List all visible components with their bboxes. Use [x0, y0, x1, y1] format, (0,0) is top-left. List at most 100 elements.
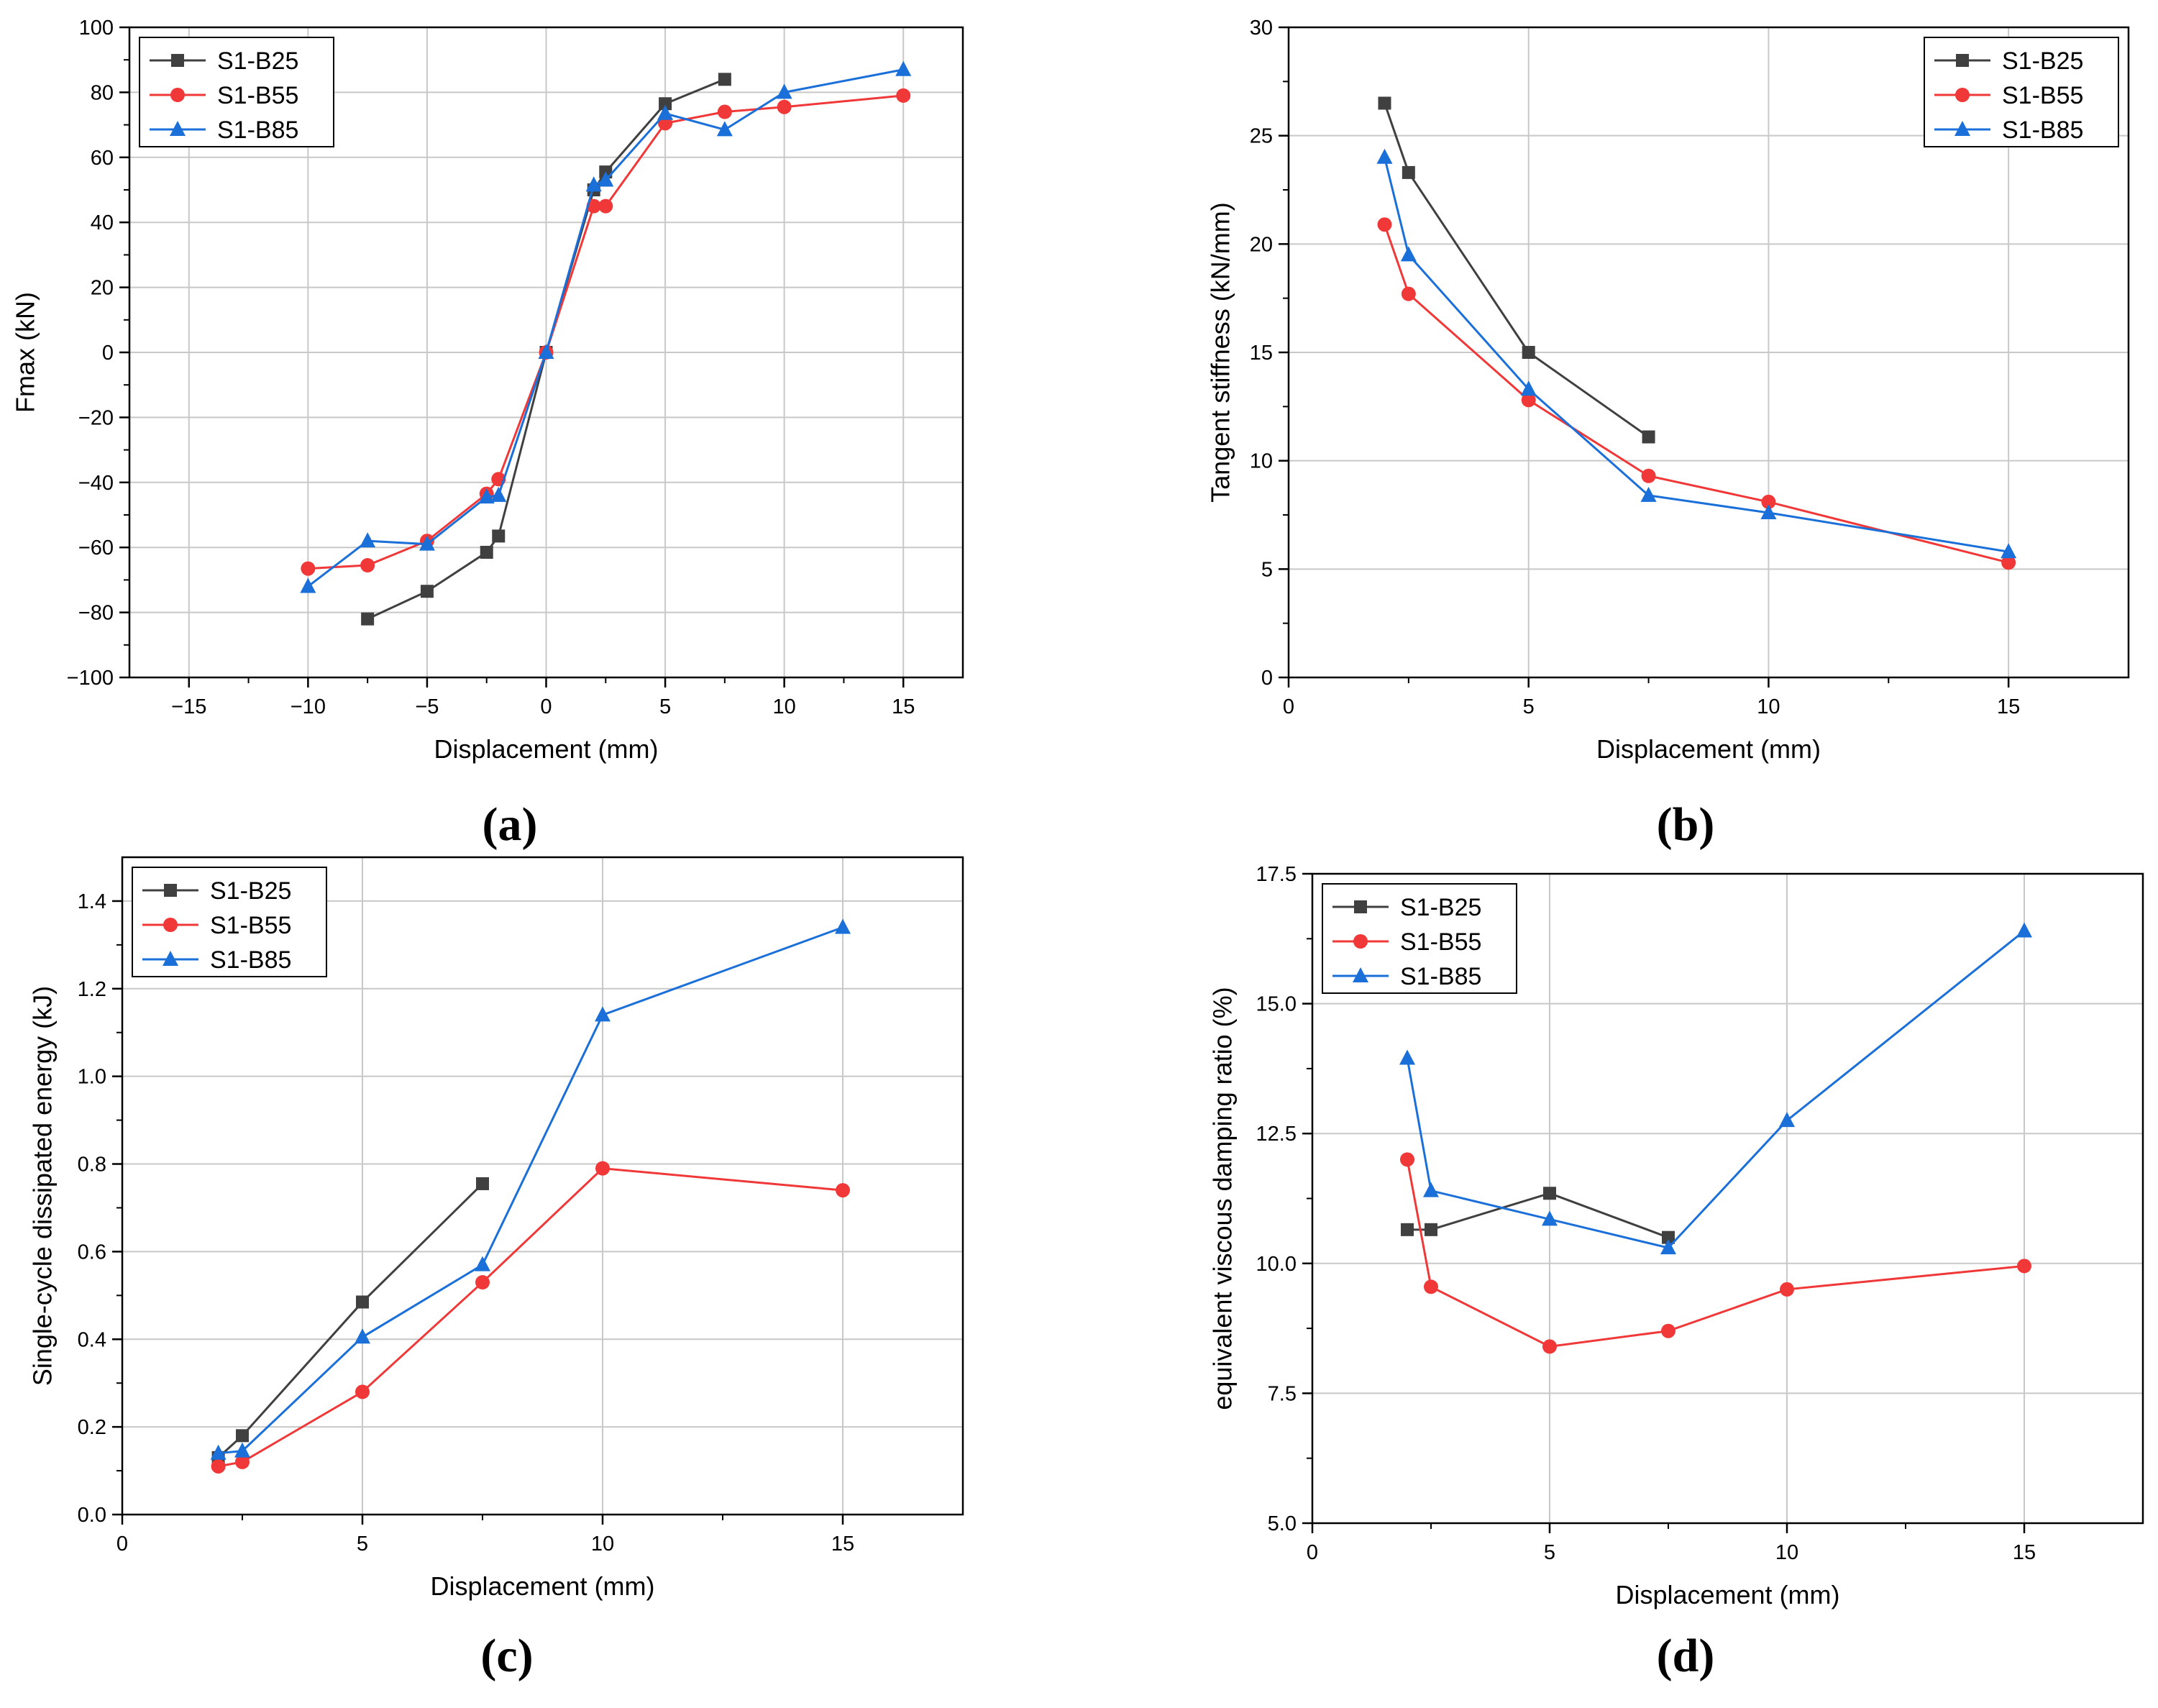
y-tick-label: 15 [1250, 342, 1273, 365]
data-point [1542, 1210, 1558, 1226]
y-tick-label: 1.2 [78, 978, 106, 1001]
data-point [895, 60, 912, 76]
data-point [598, 198, 613, 214]
data-point [2001, 543, 2017, 559]
chart-panel-c: 0 5 10 15 0.0 0.2 0.4 0.6 0.8 1.0 1.2 1.4 Displaceme… [28, 856, 964, 1682]
y-tick-label: 30 [1250, 17, 1273, 40]
legend-marker [170, 121, 186, 136]
y-axis-label: Tangent stiffness (kN/mm) [1206, 202, 1235, 502]
data-point [835, 918, 851, 934]
data-point [1400, 1152, 1414, 1167]
series-line [1384, 102, 1650, 438]
legend-label: S1-B55 [2002, 82, 2083, 109]
series-S1-B85 [210, 918, 851, 1460]
data-point [595, 1006, 611, 1022]
legend-label: S1-B85 [2002, 117, 2083, 144]
data-point [896, 88, 911, 103]
data-point [236, 1429, 249, 1443]
panel-label: (b) [1657, 798, 1715, 851]
data-point [777, 99, 792, 114]
y-tick-label: 12.5 [1256, 1123, 1297, 1146]
legend-label: S1-B85 [210, 946, 291, 974]
legend-marker [1956, 54, 1969, 67]
y-tick-label: 0 [1261, 667, 1273, 690]
data-point [476, 1177, 489, 1190]
x-axis-label: Displacement (mm) [434, 734, 658, 764]
y-tick-label: 0.4 [78, 1328, 106, 1351]
data-point [356, 1295, 369, 1309]
data-point [1542, 1339, 1557, 1354]
x-tick-label: 15 [2013, 1541, 2036, 1564]
series-line [1407, 1192, 1669, 1239]
data-point [1378, 96, 1391, 110]
legend: S1-B25 S1-B55 S1-B85 [132, 867, 327, 977]
y-axis-label: Single-cycle dissipated energy (kJ) [28, 986, 58, 1386]
data-point [1543, 1187, 1556, 1200]
legend-marker [1954, 121, 1970, 136]
data-point [210, 1444, 227, 1460]
y-tick-label: 0.2 [78, 1416, 106, 1439]
series-line [308, 94, 904, 570]
legend-marker [163, 951, 178, 966]
x-tick-label: 0 [1307, 1541, 1318, 1564]
data-point [1761, 494, 1776, 509]
data-point [1779, 1112, 1795, 1128]
y-tick-label: 0.8 [78, 1154, 106, 1177]
data-point [211, 1458, 226, 1474]
chart-panel-a: −15 −10 −5 0 5 10 15 −100 −80 −60 −40 −20 0 20 40 60 80 1… [11, 17, 964, 851]
y-tick-label: 0 [102, 342, 114, 365]
x-tick-label: 5 [1544, 1541, 1555, 1564]
y-tick-label: −20 [78, 406, 114, 429]
legend-label: S1-B85 [1400, 963, 1481, 990]
legend-marker [1353, 967, 1368, 982]
x-tick-label: 15 [831, 1533, 854, 1556]
legend-marker [170, 88, 185, 102]
data-point [235, 1454, 250, 1469]
data-point [361, 612, 375, 626]
series-line [1384, 224, 2009, 564]
series-S1-B85 [1376, 148, 2017, 559]
data-point [1377, 217, 1392, 232]
data-point [538, 344, 554, 359]
data-point [776, 83, 792, 99]
series-line [218, 926, 843, 1455]
data-point [1521, 393, 1536, 408]
data-point [585, 176, 602, 192]
data-point [1402, 165, 1415, 179]
x-axis-label: Displacement (mm) [1615, 1580, 1839, 1609]
data-point [1399, 1049, 1415, 1065]
data-point [490, 486, 507, 502]
y-tick-label: 1.4 [78, 890, 106, 913]
y-tick-label: 1.0 [78, 1066, 106, 1089]
legend-marker [1354, 900, 1367, 913]
data-point [657, 104, 674, 120]
y-tick-label: 20 [91, 277, 114, 300]
panel-label: (d) [1657, 1630, 1715, 1682]
series-line [1384, 157, 2009, 553]
series-line [307, 68, 904, 588]
y-tick-label: −40 [78, 472, 114, 495]
x-tick-label: 15 [1997, 695, 2020, 718]
data-point [2016, 922, 2032, 938]
data-point [1401, 1223, 1414, 1236]
y-tick-label: 10 [1250, 450, 1273, 473]
data-point [598, 171, 614, 187]
x-tick-label: 0 [540, 695, 552, 718]
data-point [475, 1256, 490, 1271]
data-point [2017, 1259, 2031, 1274]
legend-label: S1-B55 [210, 912, 291, 939]
data-point [659, 97, 672, 111]
panel-label: (c) [480, 1630, 533, 1682]
y-tick-label: 20 [1250, 233, 1273, 256]
series-S1-B85 [300, 60, 912, 593]
legend: S1-B25 S1-B55 S1-B85 [139, 37, 334, 147]
x-axis-label: Displacement (mm) [1596, 734, 1821, 764]
y-tick-label: 60 [91, 147, 114, 170]
x-tick-label: 5 [659, 695, 671, 718]
data-point [1662, 1230, 1675, 1244]
y-tick-label: 5.0 [1268, 1512, 1297, 1535]
data-point [1423, 1182, 1439, 1197]
data-point [2001, 555, 2016, 570]
data-point [355, 1384, 370, 1399]
